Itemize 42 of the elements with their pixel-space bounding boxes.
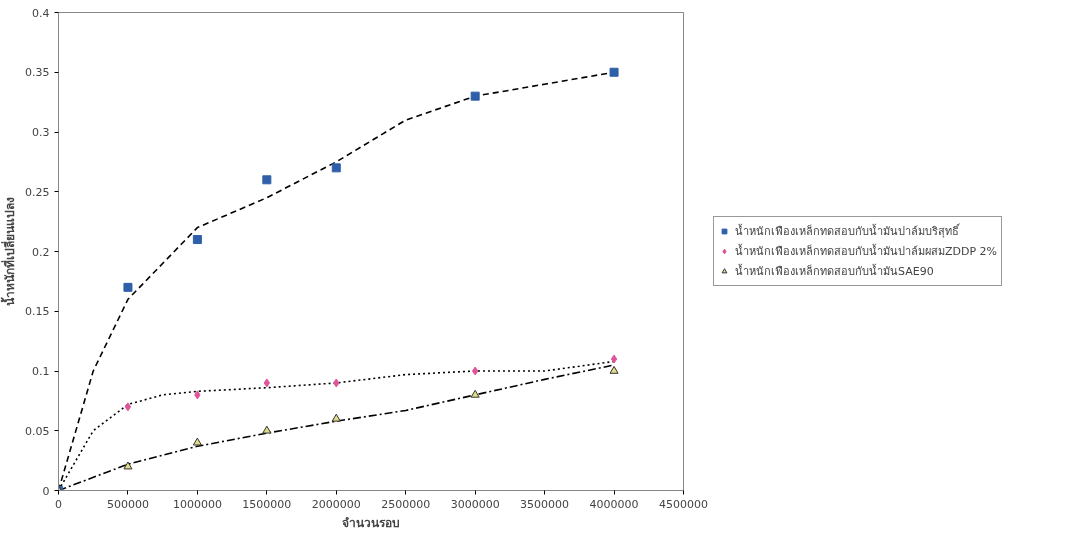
x-tick-label: 2000000 xyxy=(311,497,361,511)
x-tick-label: 4000000 xyxy=(589,497,639,511)
y-tick-label: 0.05 xyxy=(25,424,50,438)
x-tick-label: 2500000 xyxy=(381,497,431,511)
y-tick-label: 0 xyxy=(42,484,50,498)
y-tick-label: 0.2 xyxy=(32,245,50,259)
point xyxy=(262,175,272,185)
point xyxy=(470,389,480,398)
point xyxy=(331,413,341,422)
x-axis-title: จำนวนรอบ xyxy=(342,515,400,530)
point xyxy=(124,402,132,412)
y-tick-label: 0.15 xyxy=(25,305,50,319)
x-tick-label: 3000000 xyxy=(450,497,500,511)
point xyxy=(472,366,479,376)
x-tick-label: 3500000 xyxy=(520,497,570,511)
point xyxy=(333,378,340,388)
point xyxy=(609,67,619,77)
point xyxy=(192,235,202,245)
x-tick-label: 1500000 xyxy=(242,497,292,511)
point xyxy=(609,365,619,374)
y-tick-label: 0.35 xyxy=(25,66,50,80)
y-tick-label: 0.1 xyxy=(32,365,50,378)
x-tick-label: 4500000 xyxy=(659,497,709,511)
point xyxy=(470,91,480,101)
point xyxy=(192,437,202,446)
x-tick-label: 500000 xyxy=(106,497,149,511)
x-tick-label: 0 xyxy=(55,497,62,511)
legend-label: น้ำหนักเฟืองเหล็กทดสอบกับน้ำมันปาล์มผสมZDDP 2% xyxy=(735,243,998,260)
point xyxy=(194,390,201,400)
point xyxy=(262,425,272,434)
y-tick-label: 0.3 xyxy=(32,126,50,139)
x-tick-label: 1000000 xyxy=(172,497,222,511)
y-tick-label: 0.25 xyxy=(25,185,50,199)
y-tick-label: 0.4 xyxy=(32,6,50,20)
point xyxy=(123,461,133,470)
legend-label: น้ำหนักเฟืองเหล็กทดสอบกับน้ำมันSAE90 xyxy=(735,263,934,280)
legend-label: น้ำหนักเฟืองเหล็กทดสอบกับน้ำมันปาล์มบริสุทธิ์ xyxy=(735,222,959,240)
point xyxy=(123,282,133,292)
point xyxy=(331,163,341,173)
y-axis-title: น้ำหนักที่เปลี่ยนแปลง xyxy=(0,197,18,306)
point xyxy=(263,378,270,388)
point xyxy=(610,354,618,364)
